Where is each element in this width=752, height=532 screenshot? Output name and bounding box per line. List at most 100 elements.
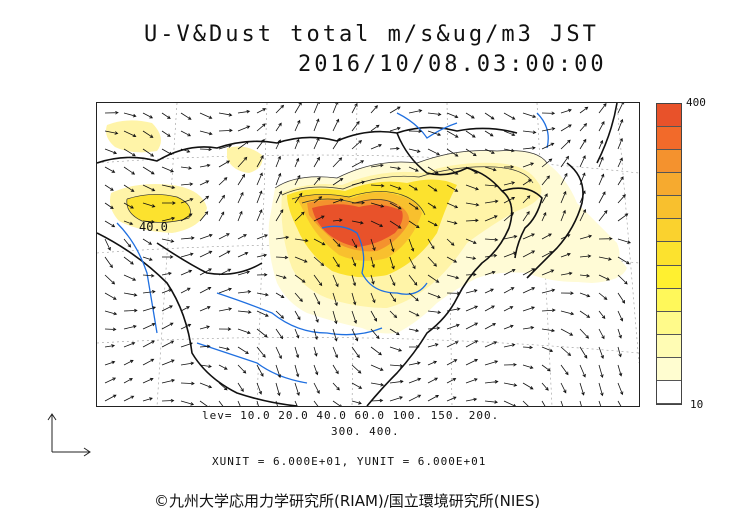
wind-arrow (313, 176, 321, 186)
wind-arrow (522, 268, 536, 276)
wind-arrow (370, 382, 385, 387)
color-scale-segment (657, 150, 681, 174)
wind-arrow (294, 274, 306, 283)
wind-arrow (199, 325, 210, 330)
wind-arrow (522, 130, 537, 134)
wind-arrow (484, 323, 497, 330)
wind-arrow (370, 274, 375, 285)
wind-arrow (237, 328, 251, 335)
wind-arrow (446, 130, 459, 138)
wind-arrow (617, 213, 629, 222)
wind-arrow (104, 274, 116, 285)
wind-arrow (256, 155, 264, 168)
wind-arrow (256, 108, 267, 114)
wind-arrow (199, 180, 210, 186)
wind-arrow (560, 234, 571, 240)
wind-arrow (522, 233, 535, 240)
wind-arrow (560, 172, 568, 186)
wind-arrow (465, 322, 479, 330)
color-scale-segment (657, 242, 681, 266)
wind-arrow (465, 256, 477, 260)
wind-arrow (484, 112, 495, 120)
wind-arrow (180, 381, 195, 386)
wind-arrow (161, 288, 173, 294)
color-scale-segment (657, 380, 681, 404)
wind-arrow (446, 256, 458, 263)
wind-arrow (370, 310, 378, 322)
wind-arrow (598, 173, 605, 186)
wind-arrow (275, 235, 290, 240)
wind-arrow (389, 184, 402, 190)
wind-arrow (104, 327, 117, 332)
wind-arrow (579, 310, 591, 318)
wind-arrow (256, 190, 263, 204)
wind-arrow (389, 238, 395, 253)
wind-arrow (332, 103, 339, 114)
color-scale-segment (657, 265, 681, 289)
wind-arrow (294, 328, 300, 339)
wind-arrow (294, 211, 305, 222)
wind-arrow (598, 121, 605, 132)
color-scale-segment (657, 173, 681, 197)
wind-arrow (218, 160, 231, 168)
wind-arrow (104, 344, 116, 348)
wind-arrow (199, 382, 213, 389)
wind-arrow (275, 255, 289, 260)
wind-arrow (332, 400, 342, 406)
color-scale-segment (657, 288, 681, 312)
wind-arrow (560, 400, 564, 406)
wind-arrow (199, 112, 213, 119)
wind-arrow (256, 172, 263, 186)
vector-units: XUNIT = 6.000E+01, YUNIT = 6.000E+01 (212, 455, 487, 468)
wind-arrow (199, 250, 213, 258)
wind-arrow (503, 165, 515, 169)
wind-arrow (104, 377, 117, 384)
wind-arrow (142, 148, 155, 157)
wind-arrow (427, 377, 439, 384)
wind-arrow (522, 306, 536, 312)
wind-arrow (522, 112, 537, 118)
wind-arrow (541, 251, 554, 258)
wind-arrow (256, 253, 268, 258)
wind-arrow (465, 184, 479, 191)
wind-arrow (541, 233, 552, 240)
wind-arrow (142, 166, 155, 175)
wind-arrow (598, 400, 602, 406)
wind-arrow (275, 382, 281, 397)
wind-arrow (427, 166, 439, 174)
wind-arrow (237, 290, 252, 294)
wind-arrow (218, 233, 230, 240)
wind-arrow (389, 220, 402, 229)
wind-arrow (541, 364, 551, 372)
wind-arrow (408, 220, 420, 229)
wind-arrow (161, 271, 172, 276)
wind-arrow (484, 400, 499, 404)
wind-arrow (560, 328, 574, 336)
wind-arrow (199, 364, 212, 368)
wind-arrow (465, 272, 477, 277)
wind-arrow (465, 202, 480, 207)
wind-arrow (389, 346, 403, 352)
map-timestamp: 2016/10/08.03:00:00 (298, 52, 607, 77)
wind-arrow (522, 345, 534, 350)
wind-arrow (199, 268, 212, 276)
wind-arrow (503, 251, 517, 258)
wind-arrow (465, 289, 478, 294)
wind-arrow (180, 306, 190, 312)
wind-arrow (617, 157, 623, 168)
wind-arrow (332, 238, 341, 248)
wind-arrow (617, 238, 632, 244)
wind-arrow (180, 323, 192, 330)
contour-levels-line2: 300. 400. (331, 425, 400, 438)
wind-arrow (389, 166, 402, 171)
wind-arrow (180, 148, 191, 153)
wind-arrow (142, 238, 153, 245)
wind-arrow (351, 120, 360, 132)
wind-arrow (560, 209, 566, 222)
wind-arrow (503, 343, 516, 348)
wind-arrow (351, 382, 363, 389)
wind-arrow (446, 396, 457, 402)
wind-arrow (351, 400, 362, 405)
wind-arrow (522, 382, 534, 390)
wind-arrow (408, 328, 420, 333)
